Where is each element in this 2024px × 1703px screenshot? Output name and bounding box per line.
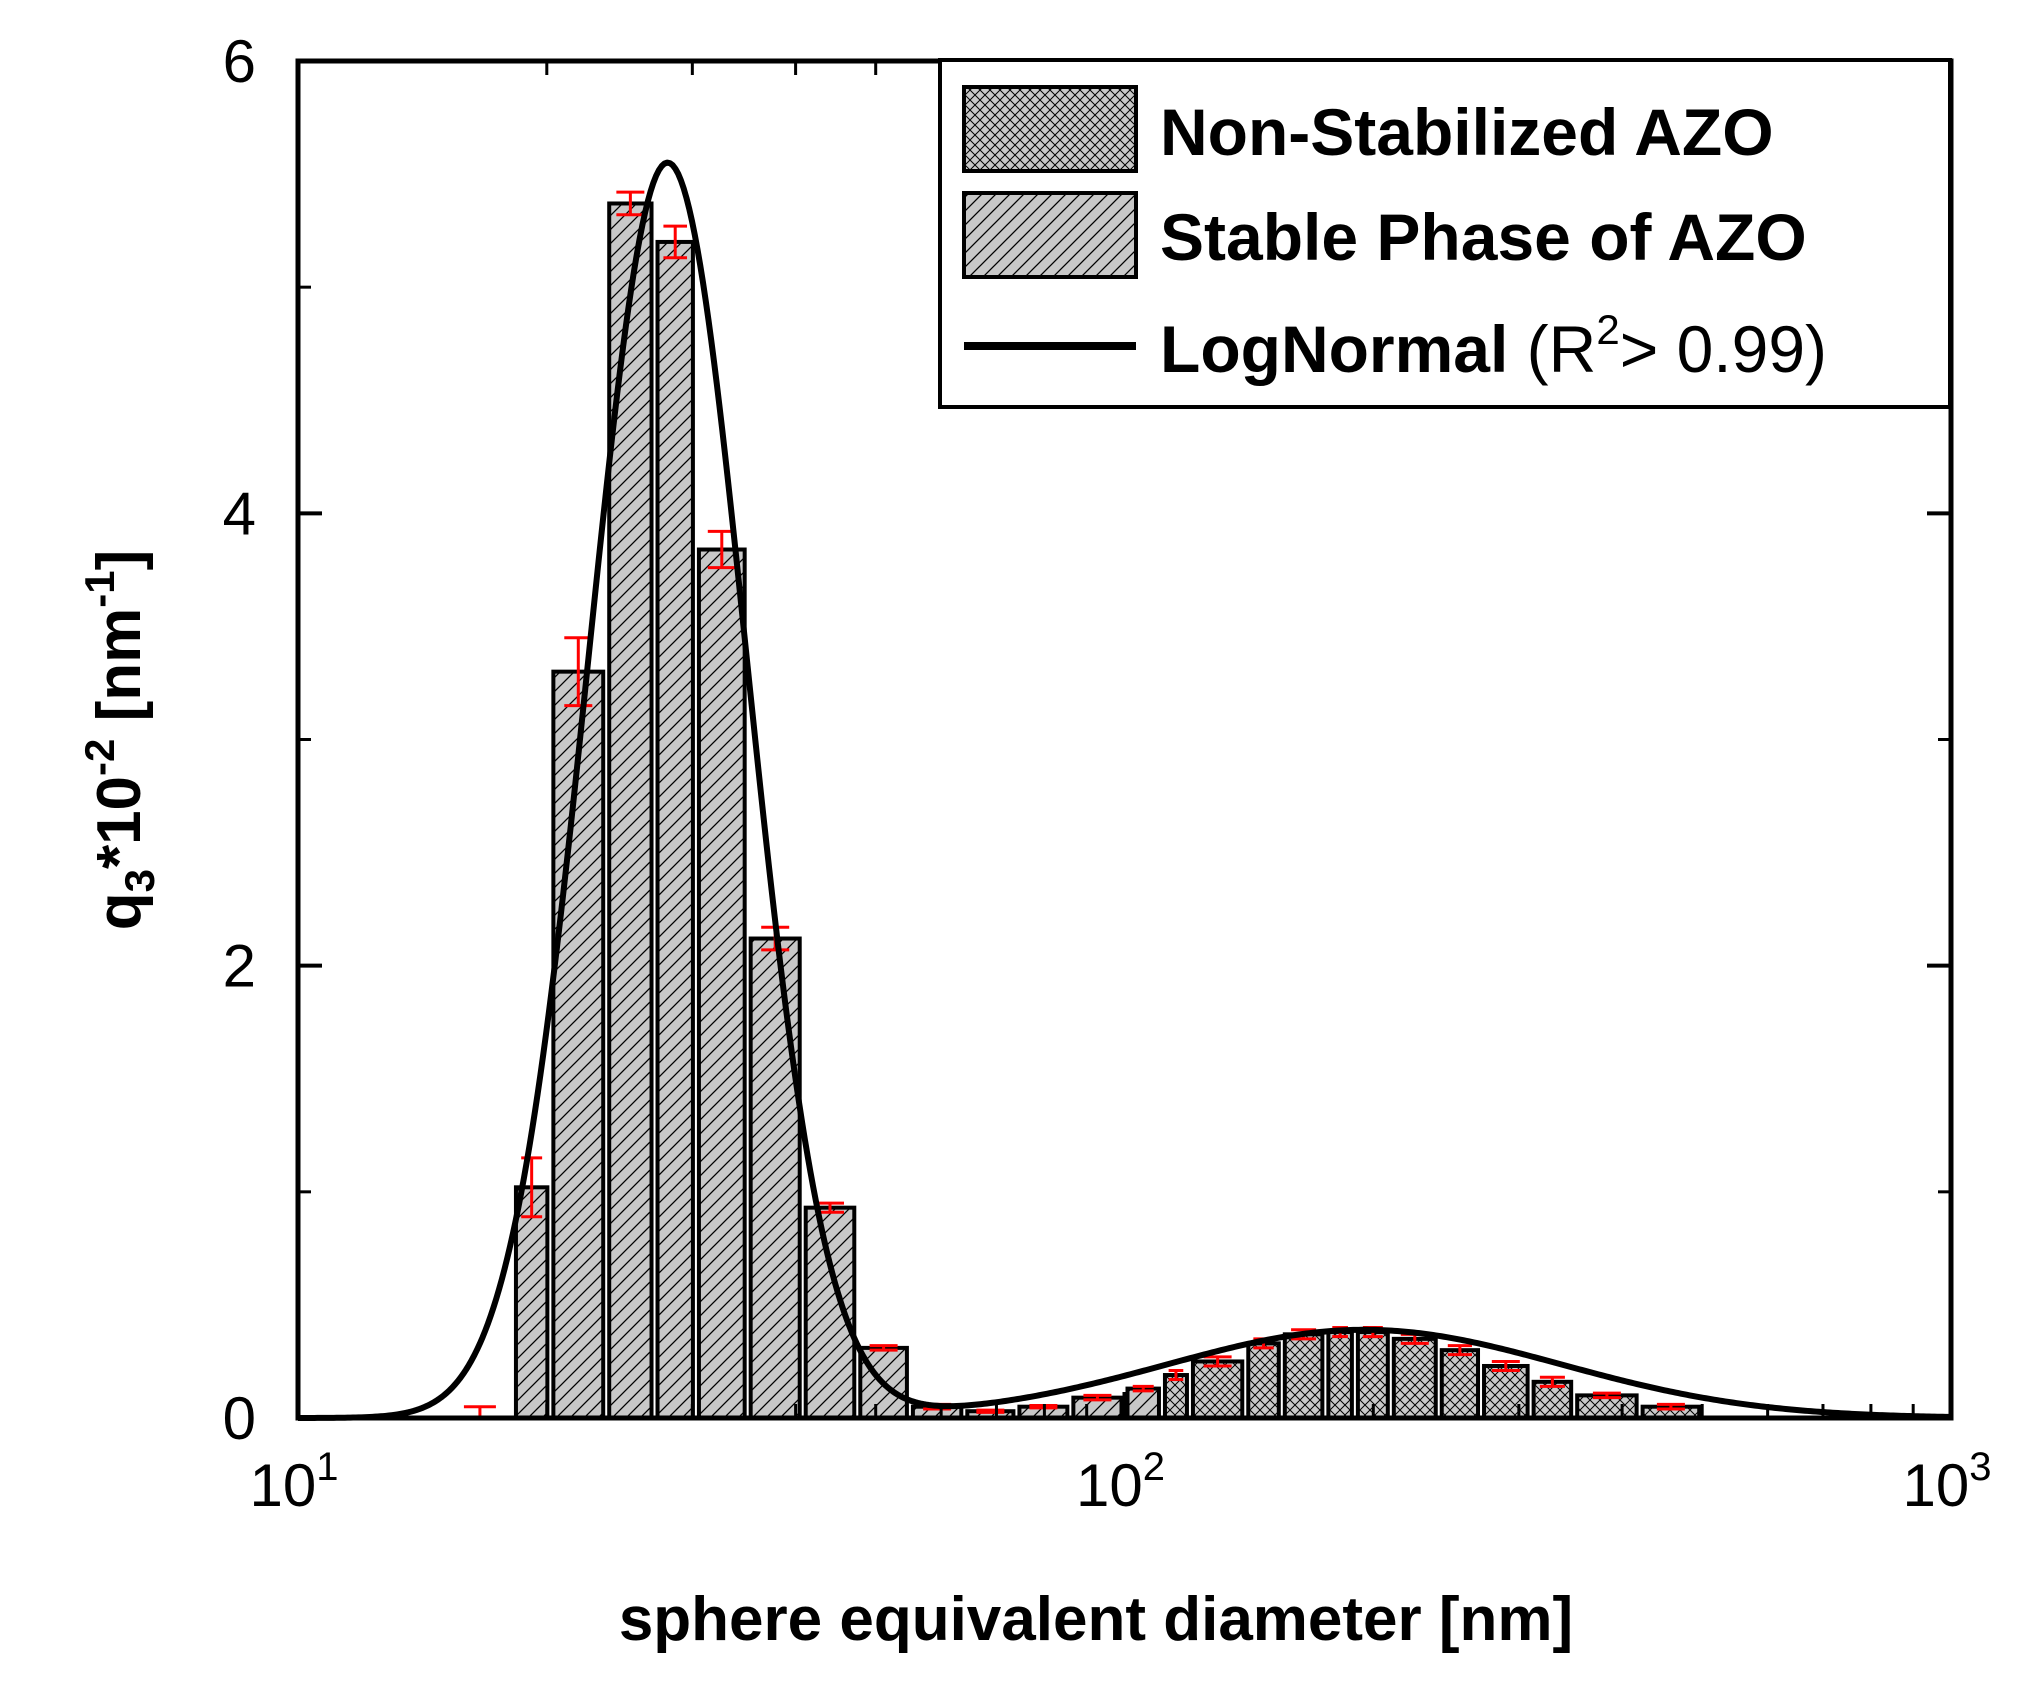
error-bar-non-stabilized-azo-1 <box>1203 1355 1232 1368</box>
legend-label-non-stabilized: Non-Stabilized AZO <box>1160 95 1774 169</box>
legend-label-stable-phase: Stable Phase of AZO <box>1160 200 1807 274</box>
x-tick-label-1000: 103 <box>1903 1445 1992 1519</box>
x-tick-label-base: 10 <box>250 1452 317 1519</box>
error-bar-non-stabilized-azo-7 <box>1447 1344 1472 1357</box>
bar-stable-phase-of-azo-4 <box>696 547 747 1420</box>
curve-layer <box>297 159 1952 1421</box>
y-axis-title-end: ] <box>85 550 154 571</box>
x-tick-label-100: 102 <box>1076 1445 1165 1519</box>
legend-swatch-stable-phase <box>962 191 1138 279</box>
error-bar-non-stabilized-azo-8 <box>1491 1359 1520 1373</box>
x-tick-label-exponent: 2 <box>1143 1445 1165 1489</box>
bar-stable-phase-of-azo-5 <box>748 936 802 1420</box>
error-bar-stable-phase-of-azo-3 <box>663 224 688 260</box>
bar-stable-phase-of-azo-3 <box>655 239 695 1420</box>
bar-non-stabilized-azo-1 <box>1190 1359 1245 1421</box>
error-bar-non-stabilized-azo-0 <box>1168 1369 1184 1382</box>
error-bar-stable-phase-of-azo-12 <box>1132 1384 1154 1393</box>
bar-stable-phase-of-azo-12 <box>1125 1386 1161 1421</box>
bar-non-stabilized-azo-8 <box>1482 1363 1530 1421</box>
legend-label-lognormal: LogNormal (R2> 0.99) <box>1160 306 1827 386</box>
error-bar-stable-phase-of-azo-2 <box>616 190 645 217</box>
y-axis-title-unit: [nm <box>85 608 154 739</box>
bar-stable-phase-of-azo-0 <box>513 1185 550 1421</box>
bar-non-stabilized-azo-0 <box>1162 1373 1189 1420</box>
error-bar-stable-phase-of-azo-11 <box>1083 1393 1112 1402</box>
y-axis-title-sup1: -2 <box>76 739 123 776</box>
legend: Non-Stabilized AZO Stable Phase of AZO L… <box>938 58 1952 409</box>
legend-lognormal-r-post: > 0.99) <box>1620 312 1827 386</box>
error-bar-non-stabilized-azo-10 <box>1592 1391 1621 1400</box>
legend-lognormal-name: LogNormal <box>1160 312 1508 386</box>
bar-non-stabilized-azo-7 <box>1439 1348 1481 1421</box>
bar-non-stabilized-azo-6 <box>1391 1336 1438 1421</box>
legend-lognormal-r-sup: 2 <box>1596 306 1619 353</box>
y-axis-title-sup2: -1 <box>76 570 123 607</box>
y-tick-label-0: 0 <box>223 1385 256 1452</box>
x-tick-label-exponent: 1 <box>316 1445 338 1489</box>
x-tick-label-base: 10 <box>1076 1452 1143 1519</box>
y-axis-title-mid: *10 <box>85 776 154 869</box>
x-tick-label-exponent: 3 <box>1969 1445 1991 1489</box>
y-axis-title-sub: 3 <box>116 869 163 892</box>
bar-non-stabilized-azo-4 <box>1326 1330 1354 1420</box>
legend-swatch-non-stabilized <box>962 85 1138 173</box>
error-bar-stable-phase-of-azo-7 <box>869 1344 898 1352</box>
y-tick-label-2: 2 <box>223 933 256 1000</box>
error-bar-stable-phase-of-azo-9 <box>976 1408 1005 1414</box>
x-tick-label-10: 101 <box>250 1445 339 1519</box>
bar-non-stabilized-azo-2 <box>1246 1341 1281 1420</box>
y-tick-label-4: 4 <box>223 480 256 547</box>
bar-non-stabilized-azo-9 <box>1531 1379 1574 1421</box>
y-axis-title-prefix: q <box>85 892 154 930</box>
y-axis-title: q3*10-2 [nm-1] <box>76 550 163 931</box>
lognormal-fit-line <box>297 159 1952 1421</box>
x-tick-label-base: 10 <box>1903 1452 1970 1519</box>
y-tick-label-6: 6 <box>223 28 256 95</box>
outlier-error-bar-0 <box>463 1405 496 1416</box>
legend-lognormal-r-prefix: (R <box>1508 312 1596 386</box>
bar-non-stabilized-azo-3 <box>1282 1332 1325 1421</box>
error-bar-non-stabilized-azo-11 <box>1656 1402 1685 1411</box>
error-bar-non-stabilized-azo-9 <box>1539 1375 1565 1388</box>
x-axis-title: sphere equivalent diameter [nm] <box>619 1585 1573 1654</box>
